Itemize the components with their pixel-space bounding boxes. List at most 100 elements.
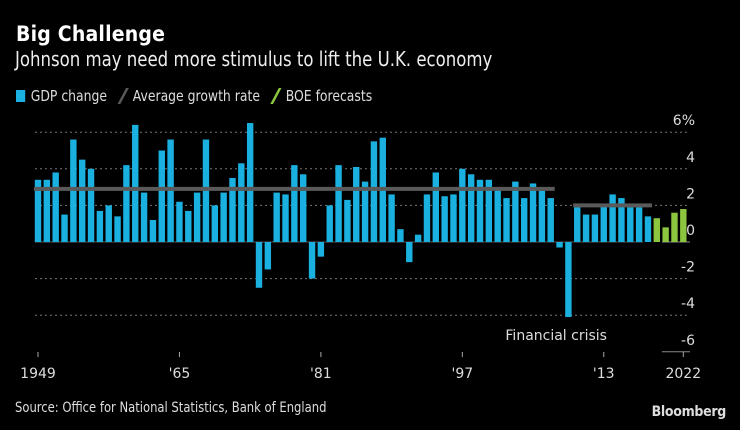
gdp-bar-1980 xyxy=(308,242,316,279)
gdp-bar-1978 xyxy=(291,165,298,242)
y-axis: 6% 4 2 0 -2 -4 -6 xyxy=(673,113,695,349)
gdp-bar-2000 xyxy=(485,179,493,242)
forecast-bar-2020 xyxy=(662,227,669,242)
legend-label: GDP change xyxy=(30,87,108,105)
gdp-bar-1971 xyxy=(229,177,236,242)
x-tick-label: '65 xyxy=(169,366,191,382)
x-tick-label: '81 xyxy=(310,366,332,382)
annotations: Financial crisis xyxy=(505,328,607,344)
gdp-bar-2014 xyxy=(609,194,616,242)
gdp-bar-2003 xyxy=(512,181,519,242)
x-tick-label: '13 xyxy=(593,366,615,382)
gdp-bar-1993 xyxy=(423,194,431,242)
gdp-change-swatch-icon xyxy=(16,90,26,102)
gdp-bar-2018 xyxy=(644,216,652,242)
y-tick-label: 0 xyxy=(686,223,695,239)
gdp-bar-2010 xyxy=(574,207,581,242)
gdp-bar-1987 xyxy=(370,141,378,242)
gdp-bar-1977 xyxy=(282,194,289,242)
gdp-bar-1965 xyxy=(176,201,183,242)
gdp-bar-2012 xyxy=(591,214,599,242)
y-tick-label: 2 xyxy=(686,186,695,202)
gdp-bar-1957 xyxy=(105,205,112,242)
gdp-bar-1959 xyxy=(123,165,130,242)
gdp-bar-1952 xyxy=(61,214,68,242)
y-tick-label: 6% xyxy=(673,113,695,129)
x-axis: 1949 '65 '81 '97 '13 2022 xyxy=(20,352,701,382)
gdp-bar-1972 xyxy=(238,163,245,242)
legend-label: Average growth rate xyxy=(132,87,260,105)
gdp-bar-2007 xyxy=(547,198,554,242)
gdp-bar-1973 xyxy=(246,123,254,242)
gdp-bar-1954 xyxy=(79,159,86,242)
gdp-bar-1962 xyxy=(149,220,157,242)
bloomberg-logo: Bloomberg xyxy=(651,404,727,420)
legend-item-boe-forecasts: BOE forecasts xyxy=(270,87,373,105)
bars xyxy=(34,123,687,318)
gdp-bar-2015 xyxy=(618,198,625,242)
x-tick-label: 1949 xyxy=(20,366,56,382)
gdp-bar-1949 xyxy=(34,179,42,242)
gdp-bar-1969 xyxy=(211,205,218,242)
forecast-bar-2019 xyxy=(653,218,660,242)
gdp-bar-1958 xyxy=(114,216,121,242)
gdp-bar-1995 xyxy=(441,196,448,242)
gdp-bar-1986 xyxy=(361,181,369,242)
gdp-bar-2004 xyxy=(521,198,528,242)
source-note: Source: Office for National Statistics, … xyxy=(15,400,327,416)
gdp-bar-1982 xyxy=(326,205,333,242)
gdp-bar-1966 xyxy=(185,210,192,242)
gdp-bar-2006 xyxy=(538,190,546,242)
chart-subtitle: Johnson may need more stimulus to lift t… xyxy=(15,47,493,71)
legend-item-gdp-change: GDP change xyxy=(16,87,107,105)
gdp-bar-1998 xyxy=(467,174,475,242)
gdp-bar-1996 xyxy=(450,194,457,242)
gdp-bar-1975 xyxy=(264,242,272,270)
y-tick-label: -4 xyxy=(681,296,695,312)
gdp-bar-1989 xyxy=(388,194,395,242)
gdp-bar-1994 xyxy=(432,172,439,242)
gdp-bar-1976 xyxy=(273,192,280,242)
gdp-bar-1974 xyxy=(255,242,263,288)
forecast-bar-2021 xyxy=(671,212,678,242)
gdp-bar-1956 xyxy=(96,210,104,242)
gdp-bar-1983 xyxy=(335,165,342,242)
gdp-bar-1985 xyxy=(353,166,360,242)
x-tick-label: '97 xyxy=(451,366,473,382)
gdp-bar-2005 xyxy=(529,183,537,242)
gdp-bar-1997 xyxy=(459,168,466,242)
gdp-bar-1992 xyxy=(414,234,422,242)
gdp-bar-1950 xyxy=(43,179,51,242)
gdp-bar-1961 xyxy=(140,192,148,242)
gdp-bar-1951 xyxy=(52,172,59,242)
gdp-bar-1970 xyxy=(220,192,227,242)
gdp-bar-2002 xyxy=(503,198,510,242)
legend: GDP change Average growth rate BOE forec… xyxy=(16,87,383,105)
gdp-bar-2016 xyxy=(627,207,634,242)
legend-label: BOE forecasts xyxy=(285,87,373,105)
gdp-bar-1955 xyxy=(87,168,95,242)
financial-crisis-annotation: Financial crisis xyxy=(505,328,607,344)
gdp-bar-1999 xyxy=(476,179,484,242)
chart-title: Big Challenge xyxy=(16,22,166,46)
gdp-bar-1963 xyxy=(158,150,165,242)
legend-item-average-growth: Average growth rate xyxy=(117,87,260,105)
forecast-bar-2022 xyxy=(680,209,687,242)
y-tick-label: -6 xyxy=(681,333,695,349)
y-tick-label: -2 xyxy=(681,260,695,276)
gdp-bar-1967 xyxy=(193,192,201,242)
gdp-bar-2013 xyxy=(600,203,607,242)
gdp-bar-1984 xyxy=(344,199,351,242)
gdp-bar-1979 xyxy=(300,174,307,242)
gdp-bar-2017 xyxy=(635,207,643,242)
y-tick-label: 4 xyxy=(686,150,695,166)
gdp-bar-2011 xyxy=(582,214,590,242)
gdp-bar-2001 xyxy=(494,187,501,242)
gdp-bar-2009 xyxy=(565,242,572,318)
gdp-bar-1981 xyxy=(317,242,325,257)
gdp-bar-2008 xyxy=(556,242,563,248)
average-growth-lines xyxy=(34,186,652,208)
gdp-bar-1991 xyxy=(406,242,413,263)
gdp-bar-1960 xyxy=(132,124,139,242)
